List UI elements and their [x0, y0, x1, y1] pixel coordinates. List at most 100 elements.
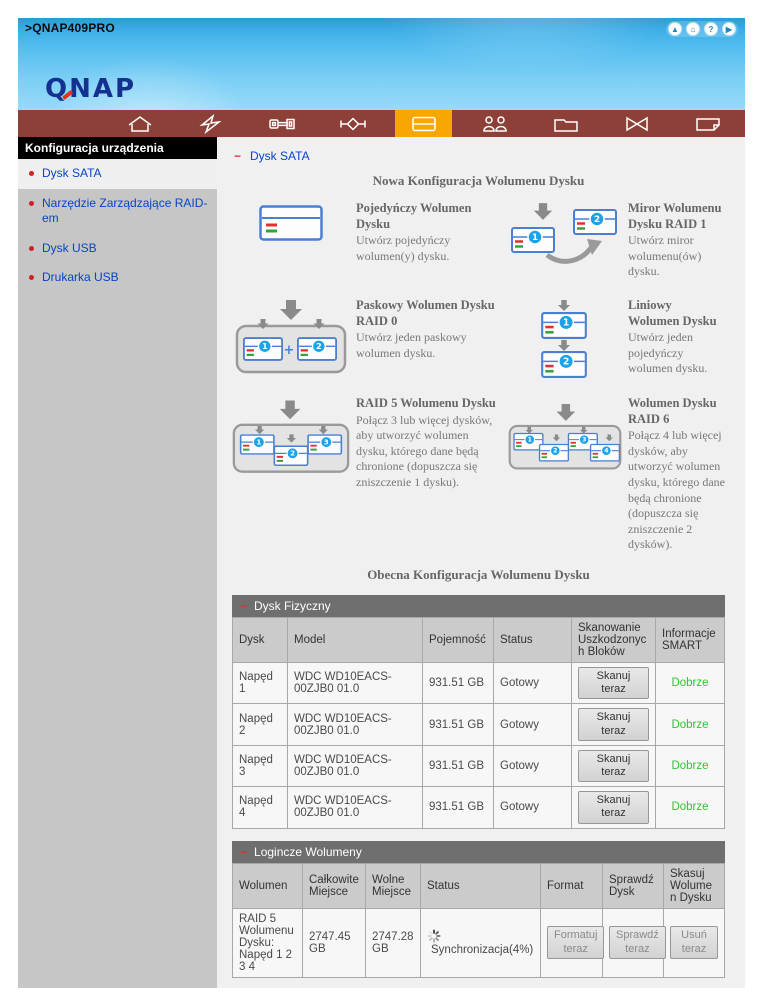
logical-volumes-table: Wolumen Całkowite Miejsce Wolne Miejsce … [232, 862, 725, 978]
toolbar-icon-home[interactable] [111, 110, 168, 137]
col-wolne: Wolne Miejsce [365, 862, 421, 909]
collapse-icon: − [240, 599, 248, 614]
scan-now-button[interactable]: Skanuj teraz [578, 749, 649, 783]
help-icon[interactable]: ? [704, 22, 718, 36]
scan-now-button[interactable]: Skanuj teraz [578, 708, 649, 741]
main-content: − Dysk SATA Nowa Konfiguracja Wolumenu D… [217, 137, 745, 988]
sync-spinner-icon [427, 929, 441, 943]
new-config-title: Nowa Konfiguracja Wolumenu Dysku [372, 173, 585, 188]
bowtie-icon [625, 116, 648, 131]
toolbar-icon-network-settings[interactable] [324, 110, 381, 137]
folder-page-icon [695, 117, 720, 131]
volume-name: RAID 5 Wolumenu Dysku: Napęd 1 2 3 4 [232, 907, 303, 978]
col-pojemnosc: Pojemność [422, 617, 494, 664]
svg-text:+: + [284, 343, 295, 358]
col-status: Status [493, 617, 572, 664]
check-now-button[interactable]: Sprawdź teraz [609, 926, 666, 959]
collapse-icon: − [234, 149, 242, 163]
folder-icon [553, 118, 578, 132]
disk-volume-icon [411, 116, 436, 131]
smart-status: Dobrze [655, 744, 725, 788]
up-icon[interactable]: ▲ [668, 22, 682, 36]
forward-icon[interactable]: ▶ [722, 22, 736, 36]
table-row: Napęd 3 WDC WD10EACS-00ZJB0 01.0 931.51 … [232, 744, 725, 788]
toolbar-icon-system-settings[interactable] [253, 110, 310, 137]
toolbar-icon-network-share[interactable] [537, 110, 594, 137]
toolbar-icon-user-management[interactable] [466, 110, 523, 137]
app-container: >QNAP409PRO ▲ ⌂ ? ▶ QNAP [18, 18, 745, 988]
home-icon [128, 115, 151, 132]
breadcrumb: − Dysk SATA [234, 149, 725, 163]
banner-top-strip: >QNAP409PRO ▲ ⌂ ? ▶ [18, 18, 745, 37]
table-row: Napęd 1 WDC WD10EACS-00ZJB0 01.0 931.51 … [232, 662, 725, 705]
home-icon[interactable]: ⌂ [686, 22, 700, 36]
volume-total: 2747.45 GB [302, 907, 366, 978]
dysk-sata-link[interactable]: Dysk SATA [250, 149, 310, 163]
scan-now-button[interactable]: Skanuj teraz [578, 667, 649, 700]
sidebar-item-label: Dysk SATA [42, 166, 102, 180]
table-row: RAID 5 Wolumenu Dysku: Napęd 1 2 3 4 274… [232, 907, 725, 978]
sidebar-item-dysk-sata[interactable]: Dysk SATA [18, 159, 217, 189]
qnap-logo: QNAP [45, 76, 136, 102]
option-striping-volume: Paskowy Wolumen Dysku RAID 0 Utwórz jede… [356, 298, 495, 360]
single-volume-icon [232, 201, 350, 243]
bullet-icon [29, 171, 34, 176]
sidebar-item-dysk-usb[interactable]: Dysk USB [18, 234, 217, 264]
current-config-title: Obecna Konfiguracja Wolumenu Dysku [367, 567, 590, 583]
table-header-row: Wolumen Całkowite Miejsce Wolne Miejsce … [232, 862, 725, 909]
scan-now-button[interactable]: Skanuj teraz [578, 791, 649, 824]
lightning-icon [198, 113, 222, 134]
bullet-icon [29, 275, 34, 281]
sidebar-item-raid-tool[interactable]: Narzędzie Zarządzające RAID-em [18, 189, 217, 234]
volume-options-grid: Pojedyńczy Wolumen Dysku Utwórz pojedyńc… [232, 201, 725, 553]
table-header-row: Dysk Model Pojemność Status Skanowanie U… [232, 617, 725, 664]
option-single-volume: Pojedyńczy Wolumen Dysku Utwórz pojedyńc… [356, 201, 472, 263]
bullet-icon [29, 200, 34, 206]
col-sprawdz: Sprawdź Dysk [602, 862, 664, 909]
logical-volumes-section-header: − Logincze Wolumeny [232, 840, 725, 863]
col-dysk: Dysk [232, 617, 288, 664]
sidebar-item-drukarka-usb[interactable]: Drukarka USB [18, 263, 217, 293]
sidebar-item-label: Dysk USB [42, 240, 97, 255]
sidebar: Konfiguracja urządzenia Dysk SATA Narzęd… [18, 137, 217, 988]
smart-status: Dobrze [655, 703, 725, 746]
col-skanowanie: Skanowanie Uszkodzonych Bloków [571, 617, 656, 664]
linear-volume-icon [508, 298, 622, 379]
sidebar-item-label: Narzędzie Zarządzające RAID-em [42, 195, 208, 226]
col-format: Format [540, 862, 603, 909]
raid5-volume-icon [232, 396, 350, 476]
quick-nav: ▲ ⌂ ? ▶ [666, 21, 738, 37]
connector-icon [339, 116, 366, 131]
qnap-logo-text: QNAP [45, 74, 137, 104]
col-calkowite: Całkowite Miejsce [302, 862, 366, 909]
sidebar-item-label: Drukarka USB [42, 270, 119, 285]
col-smart: Informacje SMART [655, 617, 725, 664]
toolbar-icon-event-logs[interactable] [679, 110, 736, 137]
option-raid5-volume: RAID 5 Wolumenu Dysku Połącz 3 lub więce… [356, 396, 496, 490]
table-row: Napęd 2 WDC WD10EACS-00ZJB0 01.0 931.51 … [232, 703, 725, 746]
col-skasuj: Skasuj Wolumen Dysku [663, 862, 725, 909]
toolbar [18, 110, 745, 137]
sidebar-title: Konfiguracja urządzenia [18, 137, 217, 159]
banner: >QNAP409PRO ▲ ⌂ ? ▶ QNAP [18, 18, 745, 110]
option-raid6-volume: Wolumen Dysku RAID 6 Połącz 4 lub więcej… [628, 396, 725, 552]
logical-volumes-section-title: Logincze Wolumeny [254, 844, 362, 859]
device-name: >QNAP409PRO [25, 21, 115, 35]
raid6-volume-icon [508, 396, 622, 476]
delete-now-button[interactable]: Usuń teraz [670, 926, 718, 959]
physical-disk-section-title: Dysk Fizyczny [254, 599, 331, 614]
toolbar-icon-quick-setup[interactable] [182, 110, 239, 137]
volume-status: Synchronizacja(4%) [431, 944, 534, 957]
toolbar-icon-system-tools[interactable] [608, 110, 665, 137]
collapse-icon: − [240, 844, 248, 859]
col-status: Status [420, 862, 541, 909]
smart-status: Dobrze [655, 786, 725, 829]
physical-disk-table: Dysk Model Pojemność Status Skanowanie U… [232, 617, 725, 829]
toolbar-icon-device-config[interactable] [395, 110, 452, 137]
option-mirror-volume: Miror Wolumenu Dysku RAID 1 Utwórz miror… [628, 201, 722, 279]
mirror-volume-icon [508, 201, 622, 267]
format-now-button[interactable]: Formatuj teraz [547, 926, 605, 959]
col-wolumen: Wolumen [232, 862, 303, 909]
bullet-icon [29, 245, 34, 251]
